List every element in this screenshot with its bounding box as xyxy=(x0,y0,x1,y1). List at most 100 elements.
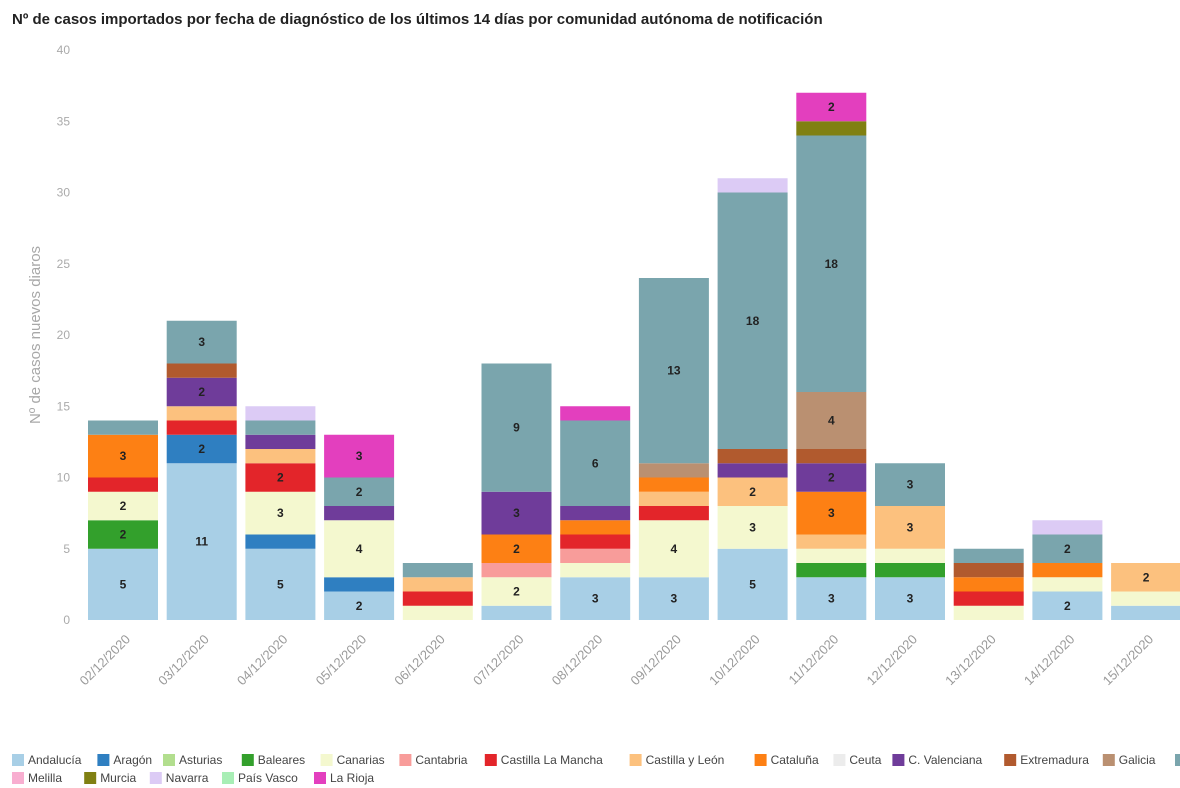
bar-segment[interactable] xyxy=(245,434,316,449)
bar-segment[interactable] xyxy=(245,534,316,549)
bar-segment[interactable] xyxy=(717,192,788,450)
bar-segment[interactable] xyxy=(638,520,709,578)
bar-segment[interactable] xyxy=(560,563,631,578)
bar-segment[interactable] xyxy=(638,477,709,492)
bar-segment[interactable] xyxy=(166,363,237,378)
bar-segment[interactable] xyxy=(638,577,709,620)
bar-segment[interactable] xyxy=(166,463,237,620)
bar-segment[interactable] xyxy=(166,406,237,421)
bar-segment[interactable] xyxy=(796,534,867,549)
bar-segment[interactable] xyxy=(875,563,945,578)
legend-item[interactable]: País Vasco xyxy=(222,771,298,785)
bar-segment[interactable] xyxy=(324,434,395,478)
bar-segment[interactable] xyxy=(796,577,867,620)
bar-segment[interactable] xyxy=(560,506,631,521)
legend-item[interactable]: Galicia xyxy=(1102,753,1156,767)
bar-segment[interactable] xyxy=(796,392,867,449)
bar-segment[interactable] xyxy=(953,548,1024,563)
bar-segment[interactable] xyxy=(481,363,552,492)
bar-segment[interactable] xyxy=(245,449,316,464)
bar-segment[interactable] xyxy=(953,577,1024,592)
bar-segment[interactable] xyxy=(560,406,631,421)
legend-item[interactable]: Canarias xyxy=(320,753,385,767)
legend[interactable]: Andalucía Aragón Asturias Baleares Canarias C… xyxy=(12,753,1180,785)
legend-item[interactable]: Cataluña xyxy=(754,753,819,767)
bar-segment[interactable] xyxy=(88,420,158,435)
bar-segment[interactable] xyxy=(1111,605,1180,620)
legend-item[interactable]: Navarra xyxy=(149,771,209,785)
bar-segment[interactable] xyxy=(953,605,1024,620)
legend-item[interactable]: Castilla La Mancha xyxy=(484,753,603,767)
bar-segment[interactable] xyxy=(717,178,788,193)
bar-segment[interactable] xyxy=(560,577,631,620)
bar-segment[interactable] xyxy=(875,548,945,563)
bar-segment[interactable] xyxy=(324,591,395,621)
bar-segment[interactable] xyxy=(402,591,473,606)
bar-segment[interactable] xyxy=(402,577,473,592)
bar-segment[interactable] xyxy=(402,563,473,578)
bar-segment[interactable] xyxy=(875,463,945,506)
bar-segment[interactable] xyxy=(245,463,316,492)
bar-segment[interactable] xyxy=(88,548,158,620)
legend-item[interactable]: Extremadura xyxy=(1004,753,1089,767)
bar-segment[interactable] xyxy=(796,449,867,464)
bar-segment[interactable] xyxy=(324,477,395,507)
legend-item[interactable]: Melilla xyxy=(12,771,62,785)
bar-segment[interactable] xyxy=(88,491,158,521)
legend-item[interactable]: La Rioja xyxy=(314,771,374,785)
bar-segment[interactable] xyxy=(560,520,631,535)
bar-segment[interactable] xyxy=(402,605,473,620)
bar-segment[interactable] xyxy=(1032,577,1103,592)
legend-item[interactable]: Cantabria xyxy=(399,753,468,767)
legend-item[interactable]: Baleares xyxy=(241,753,305,767)
bar-segment[interactable] xyxy=(953,591,1024,606)
legend-item[interactable]: Aragón xyxy=(97,753,152,767)
bar-segment[interactable] xyxy=(953,563,1024,578)
bar-segment[interactable] xyxy=(796,548,867,563)
bar-segment[interactable] xyxy=(166,434,237,464)
bar-segment[interactable] xyxy=(638,491,709,506)
bar-segment[interactable] xyxy=(481,577,552,606)
bar-segment[interactable] xyxy=(717,548,788,620)
bar-segment[interactable] xyxy=(324,577,395,592)
bar-segment[interactable] xyxy=(245,406,316,421)
legend-item[interactable]: Madrid xyxy=(1175,753,1180,767)
legend-item[interactable]: Castilla y León xyxy=(629,753,725,767)
bar-segment[interactable] xyxy=(245,491,316,535)
bar-segment[interactable] xyxy=(324,506,395,521)
bar-segment[interactable] xyxy=(875,506,945,549)
bar-segment[interactable] xyxy=(1032,591,1103,621)
bar-segment[interactable] xyxy=(638,278,709,464)
bar-segment[interactable] xyxy=(796,491,867,535)
bar-segment[interactable] xyxy=(481,563,552,578)
bar-segment[interactable] xyxy=(481,534,552,564)
bar-segment[interactable] xyxy=(560,420,631,507)
bar-segment[interactable] xyxy=(638,463,709,478)
bar-segment[interactable] xyxy=(481,605,552,620)
bar-segment[interactable] xyxy=(717,506,788,549)
bar-segment[interactable] xyxy=(560,548,631,563)
legend-item[interactable]: Andalucía xyxy=(12,753,82,767)
bar-segment[interactable] xyxy=(638,506,709,521)
bar-segment[interactable] xyxy=(796,135,867,393)
bar-segment[interactable] xyxy=(796,563,867,578)
bar-segment[interactable] xyxy=(324,520,395,578)
bar-segment[interactable] xyxy=(88,477,158,492)
bar-segment[interactable] xyxy=(166,320,237,364)
bar-segment[interactable] xyxy=(1032,520,1103,535)
bar-segment[interactable] xyxy=(875,577,945,620)
bar-segment[interactable] xyxy=(1111,591,1180,606)
legend-item[interactable]: C. Valenciana xyxy=(892,753,983,767)
bar-segment[interactable] xyxy=(245,548,316,620)
bar-segment[interactable] xyxy=(1032,534,1103,564)
bar-segment[interactable] xyxy=(717,477,788,507)
legend-item[interactable]: Murcia xyxy=(84,771,137,785)
legend-item[interactable]: Ceuta xyxy=(833,753,882,767)
bar-segment[interactable] xyxy=(245,420,316,435)
bar-segment[interactable] xyxy=(717,449,788,464)
bar-segment[interactable] xyxy=(796,463,867,492)
bar-segment[interactable] xyxy=(88,434,158,478)
bar-segment[interactable] xyxy=(1032,563,1103,578)
bar-segment[interactable] xyxy=(796,92,867,122)
bar-segment[interactable] xyxy=(166,420,237,435)
